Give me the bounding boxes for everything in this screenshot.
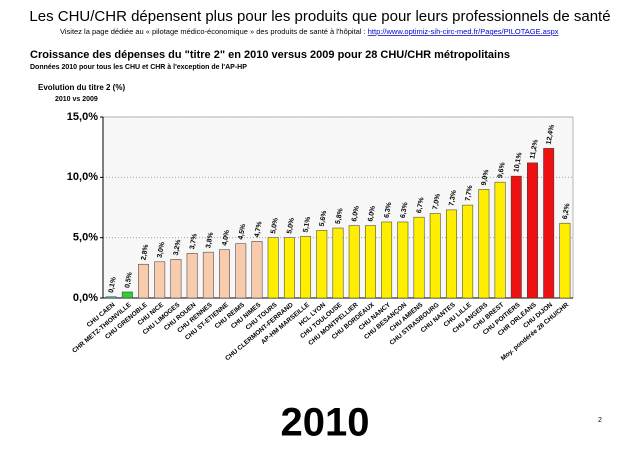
bar: [186, 253, 198, 299]
value-label: 11,2%: [529, 138, 539, 159]
value-label: 6,0%: [367, 205, 377, 223]
value-label: 2,8%: [140, 243, 150, 261]
value-label: 0,1%: [108, 276, 118, 294]
value-label: 5,0%: [270, 217, 280, 235]
value-label: 3,7%: [189, 232, 199, 250]
y-tick-label: 15,0%: [67, 111, 98, 123]
value-label: 6,2%: [562, 202, 572, 220]
value-label: 5,6%: [319, 209, 329, 227]
bar: [510, 175, 522, 299]
page-number: 2: [598, 417, 602, 424]
bar: [397, 221, 409, 299]
slide-subtitle: Visitez la page dédiée au « pilotage méd…: [60, 27, 559, 36]
value-label: 3,2%: [173, 238, 183, 256]
bar: [543, 148, 555, 299]
bar: [429, 213, 441, 299]
subtitle-link[interactable]: http://www.optimiz-sih-circ-med.fr/Pages…: [368, 27, 559, 36]
value-label: 6,3%: [384, 201, 394, 219]
bar: [446, 209, 457, 299]
bar: [364, 225, 376, 299]
bar: [154, 261, 166, 299]
bar: [219, 249, 230, 299]
bar: [202, 251, 214, 299]
value-label: 3,8%: [205, 231, 215, 249]
value-label: 10,1%: [513, 151, 523, 173]
slide-title: Les CHU/CHR dépensent plus pour les prod…: [29, 8, 610, 25]
value-label: 4,5%: [238, 223, 248, 241]
y-tick-label: 5,0%: [73, 232, 98, 244]
bar: [527, 162, 538, 299]
value-label: 6,0%: [351, 205, 361, 223]
year-label: 2010: [281, 401, 370, 445]
value-label: 5,8%: [335, 207, 345, 225]
subtitle-text: Visitez la page dédiée au « pilotage méd…: [60, 27, 368, 36]
bar: [332, 227, 344, 299]
value-label: 9,0%: [481, 168, 491, 186]
value-label: 5,0%: [286, 217, 296, 235]
value-label: 6,7%: [416, 196, 426, 214]
value-label: 7,0%: [432, 193, 442, 211]
bar: [559, 222, 571, 299]
value-label: 7,3%: [448, 189, 458, 207]
bar: [348, 225, 360, 299]
chart-note: Données 2010 pour tous les CHU et CHR à …: [30, 64, 247, 71]
y-axis-subtitle: 2010 vs 2009: [55, 96, 98, 103]
bar: [381, 221, 393, 299]
value-label: 0,5%: [124, 271, 134, 289]
bar: [283, 237, 295, 299]
bar: [138, 263, 149, 299]
value-label: 9,6%: [497, 161, 507, 179]
y-tick-label: 10,0%: [67, 171, 98, 183]
y-tick-label: 0,0%: [73, 292, 98, 304]
value-label: 7,7%: [465, 184, 475, 202]
bar: [170, 259, 182, 299]
bar: [462, 204, 474, 299]
bar: [105, 296, 117, 299]
bar: [267, 237, 279, 299]
bar: [494, 181, 506, 299]
chart-title: Croissance des dépenses du "titre 2" en …: [30, 49, 510, 61]
value-label: 5,1%: [302, 215, 312, 233]
bar: [413, 216, 425, 299]
value-label: 4,7%: [254, 220, 264, 238]
value-label: 12,4%: [546, 124, 556, 146]
bar: [478, 189, 490, 299]
bar: [300, 236, 312, 299]
bar: [235, 243, 247, 299]
bar: [316, 230, 328, 299]
value-label: 3,0%: [157, 241, 167, 259]
y-axis-title: Evolution du titre 2 (%): [38, 83, 125, 92]
bar: [121, 291, 133, 299]
value-label: 6,3%: [400, 201, 410, 219]
bar: [251, 241, 263, 299]
value-label: 4,0%: [221, 229, 231, 247]
